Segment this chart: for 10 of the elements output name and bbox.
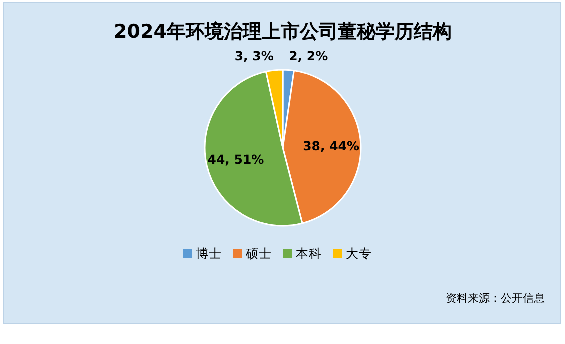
data-label: 44, 51% (208, 152, 265, 168)
legend-label: 本科 (296, 246, 322, 261)
legend-label: 大专 (346, 246, 372, 261)
legend-label: 硕士 (245, 246, 272, 261)
data-label: 38, 44% (303, 138, 360, 154)
legend-label: 博士 (196, 246, 222, 261)
data-label: 3, 3% (234, 48, 274, 64)
chart-title: 2024年环境治理上市公司董秘学历结构 (114, 21, 452, 43)
text: 资料来源：公开信息 (446, 292, 545, 305)
data-label: 2, 2% (289, 48, 329, 64)
